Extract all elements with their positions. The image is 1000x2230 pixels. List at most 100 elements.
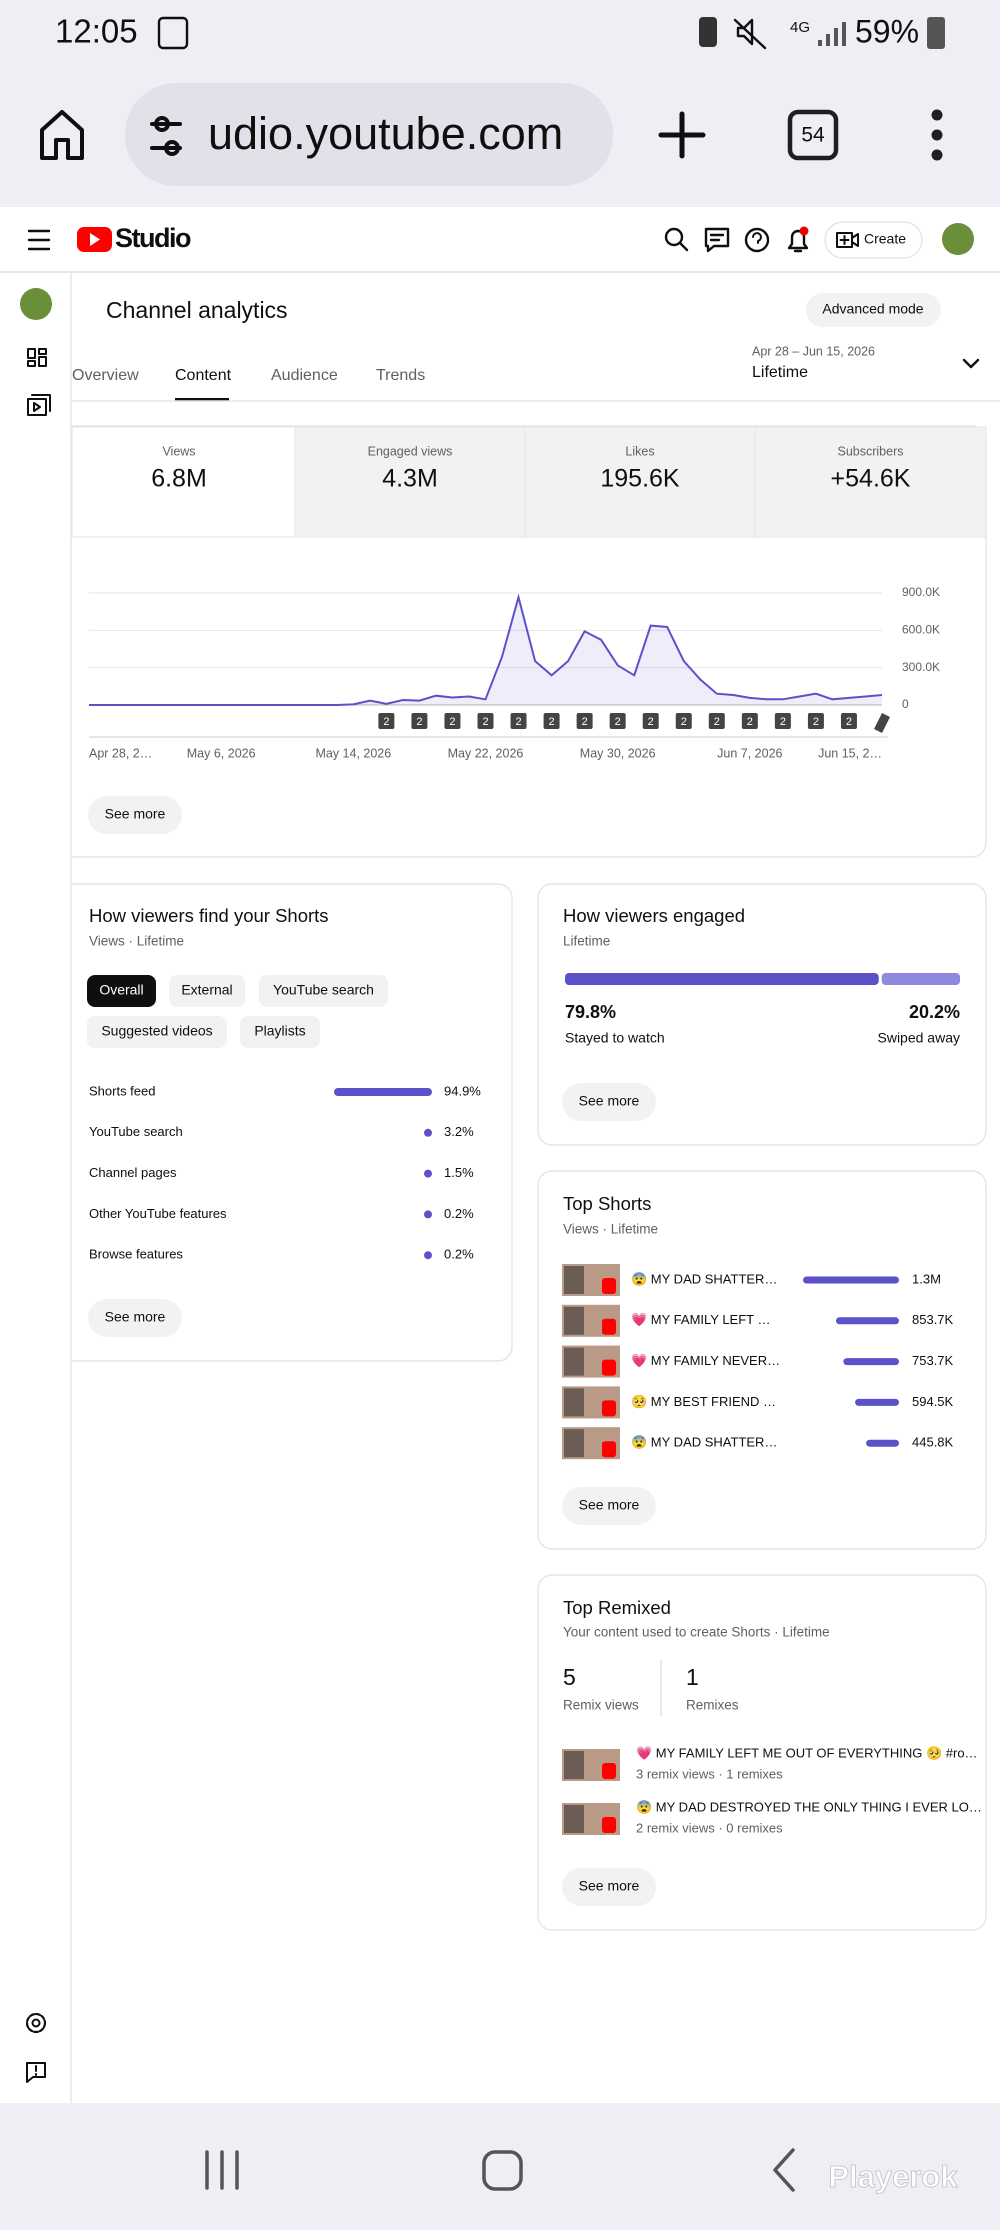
see-more-button[interactable] xyxy=(562,1487,656,1525)
upload-marker[interactable] xyxy=(477,713,494,729)
upload-marker[interactable] xyxy=(675,713,692,729)
upload-marker[interactable] xyxy=(609,713,626,729)
upload-count: 2 xyxy=(482,716,488,728)
remix-meta: 3 remix views · 1 remixes xyxy=(636,1766,783,1781)
upload-count: 2 xyxy=(714,716,720,728)
notifications-button[interactable] xyxy=(787,229,809,253)
tabs-button[interactable] xyxy=(787,109,839,161)
see-more-button[interactable] xyxy=(88,796,182,834)
upload-marker[interactable] xyxy=(741,713,758,729)
recents-button[interactable] xyxy=(205,2150,239,2190)
home-button[interactable] xyxy=(40,110,84,160)
nav-dashboard[interactable] xyxy=(27,348,47,367)
account-avatar[interactable] xyxy=(942,223,974,255)
new-tab-button[interactable] xyxy=(658,111,706,159)
metric-cell[interactable] xyxy=(754,426,987,538)
menu-button[interactable] xyxy=(931,109,943,161)
filter-chip-label[interactable]: YouTube search xyxy=(273,982,374,998)
remix-stat-value: 5 xyxy=(563,1664,576,1690)
tab-count[interactable]: 54 xyxy=(801,124,825,147)
see-more-label[interactable]: See more xyxy=(579,1093,640,1109)
mute-icon xyxy=(733,18,767,50)
short-title[interactable]: 💗 MY FAMILY NEVER… xyxy=(631,1353,780,1368)
filter-chip[interactable] xyxy=(87,1016,227,1048)
see-more-label[interactable]: See more xyxy=(105,1309,166,1325)
short-title[interactable]: 😨 MY DAD SHATTER… xyxy=(631,1271,777,1286)
tab[interactable]: Audience xyxy=(271,367,338,384)
metric-cell[interactable] xyxy=(294,426,526,538)
nav-content[interactable] xyxy=(27,394,51,416)
hamburger-button[interactable] xyxy=(27,229,51,251)
upload-marker[interactable] xyxy=(378,713,395,729)
search-button[interactable] xyxy=(664,227,689,252)
filter-chip[interactable] xyxy=(240,1016,320,1048)
nav-settings[interactable] xyxy=(25,2012,47,2034)
watermark: Playerok xyxy=(828,2159,958,2194)
metric-cell[interactable] xyxy=(71,426,296,538)
channel-avatar[interactable] xyxy=(20,288,52,320)
comments-button[interactable] xyxy=(704,227,730,253)
see-more-button[interactable] xyxy=(562,1868,656,1906)
engagement-value: 20.2% xyxy=(909,1002,960,1022)
upload-marker[interactable] xyxy=(411,713,428,729)
filter-chip[interactable] xyxy=(87,975,156,1007)
x-tick-label: Apr 28, 2… xyxy=(89,746,152,760)
tab[interactable]: Overview xyxy=(72,367,139,384)
metric-cell[interactable] xyxy=(524,426,756,538)
period[interactable]: Lifetime xyxy=(752,364,808,381)
date-range[interactable]: Apr 28 – Jun 15, 2026 xyxy=(752,344,875,358)
see-more-button[interactable] xyxy=(562,1083,656,1121)
upload-count: 2 xyxy=(549,716,555,728)
short-title[interactable]: 💗 MY FAMILY LEFT … xyxy=(631,1312,770,1327)
help-button[interactable] xyxy=(744,227,770,253)
filter-chip-label[interactable]: Playlists xyxy=(254,1023,305,1039)
upload-marker[interactable] xyxy=(807,713,824,729)
upload-marker[interactable] xyxy=(510,713,527,729)
filter-chip[interactable] xyxy=(169,975,245,1007)
filter-chip-label[interactable]: Overall xyxy=(99,982,143,998)
create-label[interactable]: Create xyxy=(864,231,906,247)
nav-feedback[interactable] xyxy=(26,2062,46,2083)
see-more-label[interactable]: See more xyxy=(579,1878,640,1894)
advanced-mode-button[interactable] xyxy=(806,293,941,327)
period-dropdown[interactable] xyxy=(962,358,980,369)
system-nav-bar xyxy=(0,2103,1000,2230)
filter-chip-label[interactable]: Suggested videos xyxy=(101,1023,212,1039)
short-title[interactable]: 😨 MY DAD SHATTER… xyxy=(631,1435,777,1450)
see-more-label[interactable]: See more xyxy=(579,1497,640,1513)
create-button[interactable] xyxy=(824,221,923,259)
see-more-button[interactable] xyxy=(88,1299,182,1337)
upload-marker[interactable] xyxy=(840,713,857,729)
studio-logo[interactable]: Studio xyxy=(115,223,192,253)
remix-title[interactable]: 💗 MY FAMILY LEFT ME OUT OF EVERYTHING 🥺 … xyxy=(636,1745,978,1760)
engagement-segment xyxy=(565,973,879,985)
upload-count: 2 xyxy=(615,716,621,728)
upload-count: 2 xyxy=(846,716,852,728)
metric-value: +54.6K xyxy=(831,465,911,493)
source-name: Channel pages xyxy=(89,1165,177,1180)
filter-chip-label[interactable]: External xyxy=(181,982,232,998)
upload-marker[interactable] xyxy=(576,713,593,729)
shorts-badge xyxy=(602,1359,616,1376)
back-button[interactable] xyxy=(773,2148,795,2192)
short-views: 1.3M xyxy=(912,1271,941,1286)
engagement-label: Stayed to watch xyxy=(565,1030,665,1046)
remix-stat-label: Remix views xyxy=(563,1698,639,1713)
remix-title[interactable]: 😨 MY DAD DESTROYED THE ONLY THING I EVER… xyxy=(636,1799,982,1814)
filter-chip[interactable] xyxy=(259,975,388,1007)
upload-marker[interactable] xyxy=(708,713,725,729)
url-bar[interactable] xyxy=(125,83,613,186)
upload-marker[interactable] xyxy=(543,713,560,729)
short-title[interactable]: 🥺 MY BEST FRIEND … xyxy=(631,1394,776,1409)
home-nav-button[interactable] xyxy=(482,2150,523,2191)
tab[interactable]: Trends xyxy=(376,367,425,384)
url-text[interactable]: udio.youtube.com xyxy=(208,108,563,159)
latest-upload-icon[interactable] xyxy=(874,713,890,733)
upload-marker[interactable] xyxy=(444,713,461,729)
upload-marker[interactable] xyxy=(642,713,659,729)
see-more-label[interactable]: See more xyxy=(105,806,166,822)
upload-marker[interactable] xyxy=(774,713,791,729)
advanced-mode-label[interactable]: Advanced mode xyxy=(822,301,923,317)
y-tick-label: 300.0K xyxy=(902,660,940,674)
tab[interactable]: Content xyxy=(175,367,232,384)
